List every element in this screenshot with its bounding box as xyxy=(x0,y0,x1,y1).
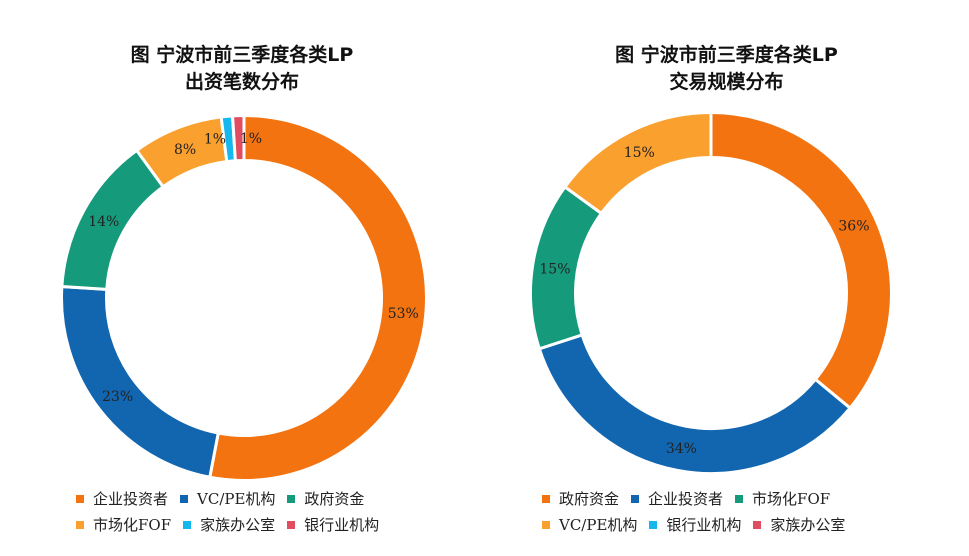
legend-item-5: 银行业机构 xyxy=(287,514,379,535)
legend-swatch xyxy=(542,520,550,529)
legend-item-1: VC/PE机构 xyxy=(180,488,275,509)
chart-panel-lp-volume: 图 宁波市前三季度各类LP 交易规模分布 36% 34% 15% 15% 政府资金 企业… xyxy=(484,0,969,556)
data-label-2: 14% xyxy=(88,214,119,230)
legend-item-3: 市场化FOF xyxy=(76,514,171,535)
data-label-3: 15% xyxy=(624,145,655,161)
donut-slice-1 xyxy=(537,332,853,475)
data-label-4: 1% xyxy=(204,132,226,148)
donut-chart-lp-count: 53% 23% 14% 8% 1% 1% xyxy=(60,113,428,482)
legend-label: 企业投资者 xyxy=(93,490,169,508)
legend-row: VC/PE机构 银行业机构 家族办公室 xyxy=(542,514,857,540)
legend-label: VC/PE机构 xyxy=(559,516,638,534)
legend-label: 市场化FOF xyxy=(93,516,172,534)
chart-panel-lp-count: 图 宁波市前三季度各类LP 出资笔数分布 53% 23% 14% 8% 1% 1% 企业投… xyxy=(0,0,484,556)
legend-item-0: 企业投资者 xyxy=(76,488,168,509)
legend-label: 银行业机构 xyxy=(666,516,742,534)
legend-label: VC/PE机构 xyxy=(197,490,276,508)
donut-slice-3 xyxy=(562,110,713,216)
chart-title: 图 宁波市前三季度各类LP 交易规模分布 xyxy=(484,42,969,96)
legend-item-2: 市场化FOF xyxy=(735,488,830,509)
data-label-0: 53% xyxy=(388,306,419,322)
legend-swatch xyxy=(183,520,192,529)
legend-swatch xyxy=(287,520,296,529)
legend-label: 银行业机构 xyxy=(304,516,380,534)
chart-title-line-1: 图 宁波市前三季度各类LP xyxy=(615,44,838,66)
chart-title-line-2: 交易规模分布 xyxy=(669,71,784,93)
donut-chart-lp-volume: 36% 34% 15% 15% xyxy=(529,110,893,475)
donut-slice-0 xyxy=(208,113,428,482)
legend-row: 政府资金 企业投资者 市场化FOF xyxy=(542,488,857,514)
chart-title-line-2: 出资笔数分布 xyxy=(184,71,299,93)
chart-title: 图 宁波市前三季度各类LP 出资笔数分布 xyxy=(0,42,484,96)
legend-label: 政府资金 xyxy=(559,490,620,508)
legend-swatch xyxy=(180,494,189,503)
legend-item-4: 银行业机构 xyxy=(649,514,741,535)
legend-item-3: VC/PE机构 xyxy=(542,514,637,535)
legend-label: 家族办公室 xyxy=(200,516,276,534)
donut-slice-0 xyxy=(709,110,893,411)
chart-legend: 政府资金 企业投资者 市场化FOF VC/PE机构 银行业机构 家族办公室 xyxy=(542,488,857,540)
legend-swatch xyxy=(753,520,762,529)
legend-swatch xyxy=(76,494,84,503)
legend-row: 市场化FOF 家族办公室 银行业机构 xyxy=(76,514,391,540)
legend-item-5: 家族办公室 xyxy=(753,514,845,535)
legend-swatch xyxy=(542,494,550,503)
data-label-0: 36% xyxy=(838,219,869,235)
donut-slice-1 xyxy=(60,284,220,480)
legend-item-4: 家族办公室 xyxy=(183,514,275,535)
legend-item-0: 政府资金 xyxy=(542,488,619,509)
chart-legend: 企业投资者 VC/PE机构 政府资金市场化FOF 家族办公室 银行业机构 xyxy=(76,488,391,540)
donut-slice-5 xyxy=(230,113,246,163)
data-label-1: 23% xyxy=(102,389,133,405)
data-label-3: 8% xyxy=(174,142,196,158)
legend-label: 企业投资者 xyxy=(648,490,724,508)
data-label-5: 1% xyxy=(240,131,262,147)
legend-item-1: 企业投资者 xyxy=(631,488,723,509)
legend-swatch xyxy=(631,494,640,503)
legend-swatch xyxy=(649,520,658,529)
legend-swatch xyxy=(287,494,296,503)
legend-swatch xyxy=(735,494,744,503)
legend-label: 政府资金 xyxy=(304,490,365,508)
legend-swatch xyxy=(76,520,84,529)
legend-label: 市场化FOF xyxy=(752,490,831,508)
legend-row: 企业投资者 VC/PE机构 政府资金 xyxy=(76,488,391,514)
legend-label: 家族办公室 xyxy=(770,516,846,534)
data-label-1: 34% xyxy=(666,441,697,457)
data-label-2: 15% xyxy=(539,261,570,277)
chart-title-line-1: 图 宁波市前三季度各类LP xyxy=(130,44,354,66)
legend-item-2: 政府资金 xyxy=(287,488,364,509)
